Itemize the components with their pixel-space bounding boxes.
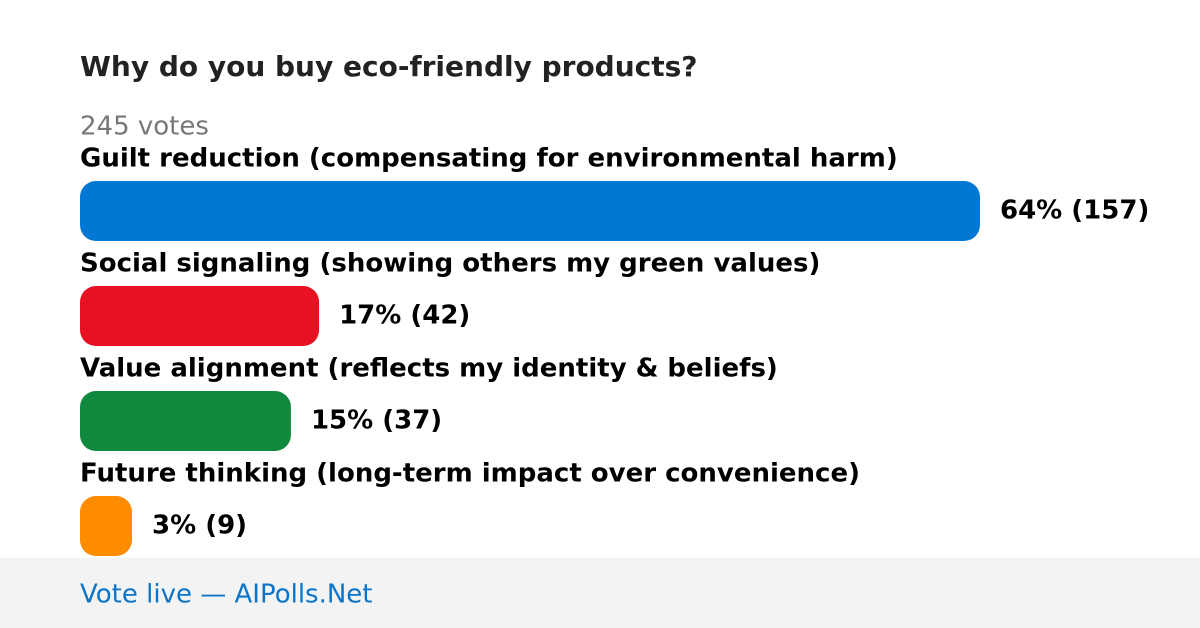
option-label: Guilt reduction (compensating for enviro… [80, 144, 898, 174]
value-label: 3% (9) [152, 511, 247, 541]
bar [80, 181, 980, 241]
poll-title: Why do you buy eco-friendly products? [80, 50, 698, 83]
bar [80, 286, 320, 346]
option-label: Value alignment (reflects my identity & … [80, 354, 778, 384]
option-label: Future thinking (long-term impact over c… [80, 459, 860, 489]
value-label: 64% (157) [1000, 196, 1149, 226]
footer-bar [0, 558, 1200, 628]
option-label: Social signaling (showing others my gree… [80, 249, 820, 279]
vote-count: 245 votes [80, 112, 209, 142]
value-label: 15% (37) [311, 406, 442, 436]
value-label: 17% (42) [339, 301, 470, 331]
footer-link[interactable]: Vote live — AIPolls.Net [80, 580, 373, 610]
bar [80, 496, 132, 556]
bar [80, 391, 291, 451]
